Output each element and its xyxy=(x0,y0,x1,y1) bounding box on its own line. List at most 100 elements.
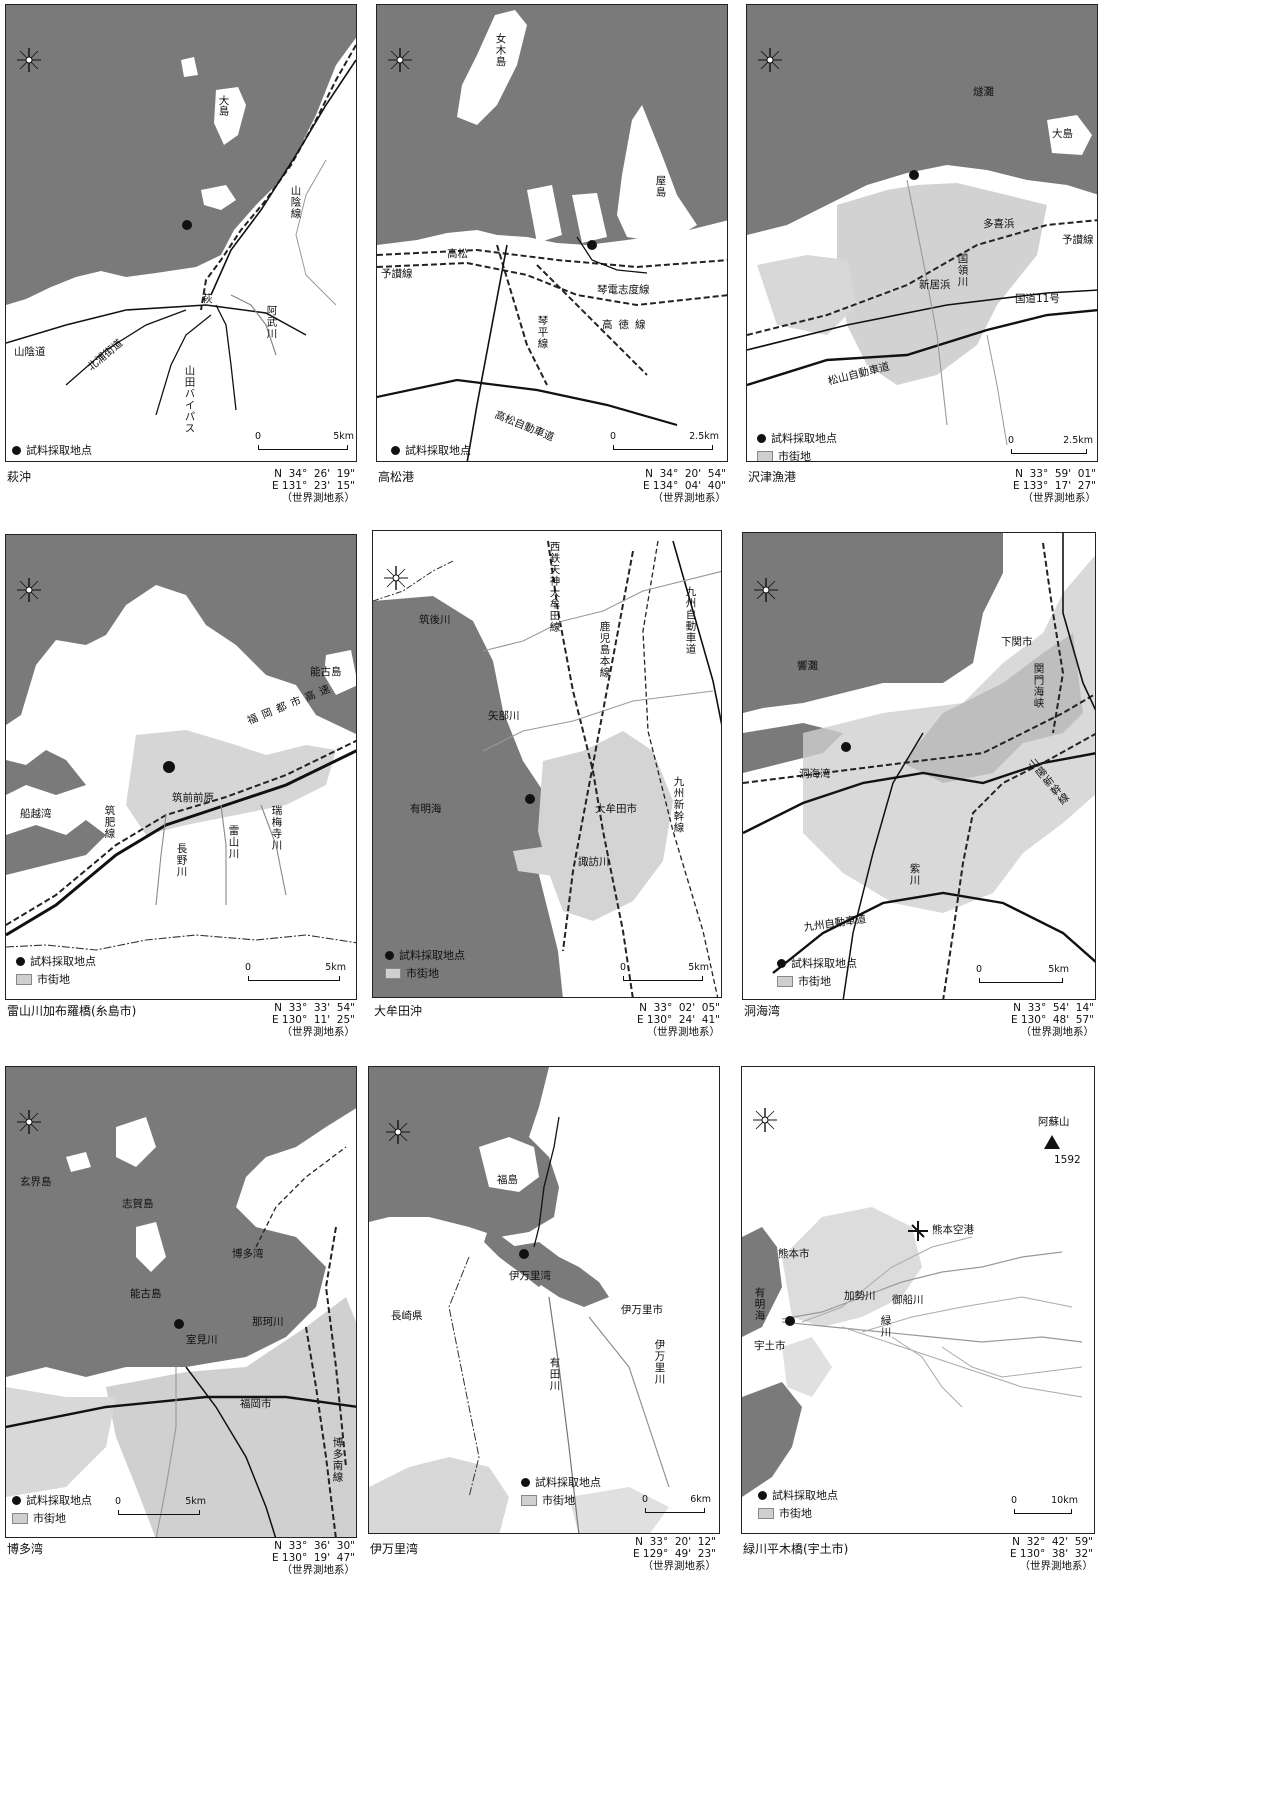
river-label: 緑川 xyxy=(879,1315,892,1338)
bay-label: 船越湾 xyxy=(20,808,52,820)
legend: 試料採取地点 市街地 xyxy=(385,950,465,986)
map-coordinates: N 33° 02' 05" E 130° 24' 41" （世界測地系） xyxy=(636,1002,720,1039)
sample-point-icon xyxy=(758,1491,767,1500)
sample-point-icon xyxy=(174,1319,184,1329)
map-caption: 大牟田沖 xyxy=(374,1004,423,1018)
urban-area-swatch xyxy=(16,974,32,985)
scale-bar: 0 5km xyxy=(976,964,1069,986)
map-caption: 伊万里湾 xyxy=(370,1542,419,1556)
railway-label: 予讃線 xyxy=(1062,234,1094,246)
road-label: 国道11号 xyxy=(1015,293,1060,305)
sample-point-icon xyxy=(16,957,25,966)
place-label: 新居浜 xyxy=(919,279,951,291)
bay-label: 伊万里湾 xyxy=(509,1270,551,1282)
river-label: 伊万里川 xyxy=(653,1339,666,1385)
place-label: 大島 xyxy=(217,95,230,116)
elevation-label: 1592 xyxy=(1054,1154,1081,1166)
island-label: 玄界島 xyxy=(20,1176,52,1188)
city-label: 熊本市 xyxy=(778,1248,810,1260)
urban-area-swatch xyxy=(758,1508,774,1519)
river-label: 国領川 xyxy=(956,253,969,288)
place-label: 多喜浜 xyxy=(983,218,1015,230)
railway-label: 山陰線 xyxy=(289,185,302,220)
map-coordinates: N 33° 20' 12" E 129° 49' 23" （世界測地系） xyxy=(632,1536,716,1573)
railway-label: 博多南線 xyxy=(331,1437,344,1483)
scale-bar: 0 5km xyxy=(255,431,354,453)
river-label: 御船川 xyxy=(892,1294,924,1306)
map-caption: 高松港 xyxy=(378,470,415,484)
sample-point-icon xyxy=(12,446,21,455)
river-label: 諏訪川 xyxy=(578,856,610,868)
bay-label: 博多湾 xyxy=(232,1248,264,1260)
sample-point-icon xyxy=(385,951,394,960)
island-label: 福島 xyxy=(497,1174,518,1186)
city-label: 伊万里市 xyxy=(621,1304,663,1316)
scale-bar: 0 2.5km xyxy=(1008,435,1093,457)
city-label: 大牟田市 xyxy=(595,803,637,815)
scale-bar: 0 10km xyxy=(1011,1495,1078,1517)
map-caption: 沢津漁港 xyxy=(748,470,797,484)
river-label: 矢部川 xyxy=(488,710,520,722)
legend: 試料採取地点 市街地 xyxy=(12,1495,92,1531)
railway-label: 九州新幹線 xyxy=(672,776,685,834)
legend: 試料採取地点 市街地 xyxy=(777,958,857,994)
river-label: 阿武川 xyxy=(265,305,278,340)
map-caption: 洞海湾 xyxy=(744,1004,781,1018)
map-caption: 博多湾 xyxy=(7,1542,44,1556)
bay-label: 洞海湾 xyxy=(799,768,831,780)
railway-label: 琴平線 xyxy=(536,315,549,350)
city-label: 下関市 xyxy=(1001,636,1033,648)
prefecture-label: 長崎県 xyxy=(391,1310,423,1322)
map-coordinates: N 33° 33' 54" E 130° 11' 25" （世界測地系） xyxy=(271,1002,355,1039)
legend: 試料採取地点 xyxy=(12,445,92,461)
scale-bar: 0 5km xyxy=(620,962,709,984)
legend: 試料採取地点 市街地 xyxy=(758,1490,838,1526)
station-label: 筑前前原 xyxy=(172,792,214,804)
map-coordinates: N 33° 36' 30" E 130° 19' 47" （世界測地系） xyxy=(271,1540,355,1577)
legend: 試料採取地点 xyxy=(391,445,471,461)
railway-label: 琴電志度線 xyxy=(597,284,650,296)
sea-label: 燧灘 xyxy=(973,86,994,98)
scale-bar: 0 6km xyxy=(642,1494,711,1516)
scale-bar: 0 5km xyxy=(115,1496,206,1518)
urban-area-swatch xyxy=(757,451,773,461)
place-label: 萩 xyxy=(202,293,213,305)
river-label: 加勢川 xyxy=(844,1290,876,1302)
map-caption: 緑川平木橋(宇土市) xyxy=(743,1542,849,1556)
road-label: 山田バイパス xyxy=(183,365,196,434)
river-label: 長野川 xyxy=(175,843,188,878)
river-label: 有田川 xyxy=(548,1357,561,1392)
city-label: 宇土市 xyxy=(754,1340,786,1352)
map-coordinates: N 33° 54' 14" E 130° 48' 57" （世界測地系） xyxy=(1010,1002,1094,1039)
road-label: 山陰道 xyxy=(14,346,46,358)
map-caption: 雷山川加布羅橋(糸島市) xyxy=(7,1004,137,1018)
railway-label: 高徳線 xyxy=(602,319,652,331)
river-label: 瑞梅寺川 xyxy=(270,805,283,851)
sea-label: 響灘 xyxy=(797,660,818,672)
island-label: 女木島 xyxy=(494,33,507,68)
scale-bar: 0 2.5km xyxy=(610,431,719,453)
mountain-label: 阿蘇山 xyxy=(1038,1116,1070,1128)
place-label: 屋島 xyxy=(654,175,667,198)
sample-point-icon xyxy=(521,1478,530,1487)
sample-point-icon xyxy=(757,434,766,443)
river-label: 室見川 xyxy=(186,1334,218,1346)
urban-area-swatch xyxy=(12,1513,28,1524)
map-coordinates: N 34° 20' 54" E 134° 04' 40" （世界測地系） xyxy=(642,468,726,505)
legend: 試料採取地点 市街地 xyxy=(521,1477,601,1513)
urban-area-swatch xyxy=(385,968,401,979)
railway-label: 鹿児島本線 xyxy=(598,621,611,679)
island-label: 能古島 xyxy=(310,666,342,678)
urban-area-swatch xyxy=(777,976,793,987)
map-frame: 大島 山陰線 萩 阿武川 山陰道 北浦街道 山田バイパス 試料採取地点 0 5km xyxy=(5,4,357,462)
sample-point-icon xyxy=(12,1496,21,1505)
strait-label: 関門海峡 xyxy=(1032,663,1045,709)
railway-label: 筑肥線 xyxy=(103,805,116,840)
legend: 試料採取地点 市街地 xyxy=(757,433,837,461)
river-label: 紫川 xyxy=(908,863,921,886)
island-label: 大島 xyxy=(1052,128,1073,140)
river-label: 雷山川 xyxy=(227,825,240,860)
station-label: 高松 xyxy=(447,248,468,260)
river-label: 那珂川 xyxy=(252,1316,284,1328)
railway-label: 予讃線 xyxy=(381,268,413,280)
